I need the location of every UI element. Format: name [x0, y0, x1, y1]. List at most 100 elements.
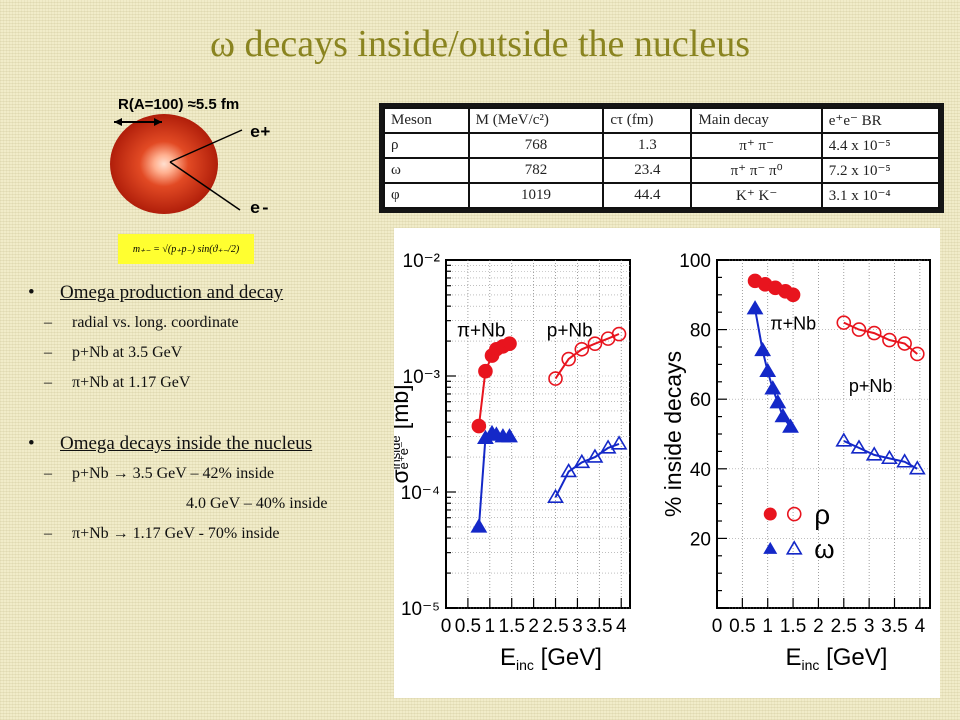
plot-panel: 10⁻² 10⁻³ 10⁻⁴ 10⁻⁵ 0 0.5 1 1.5 2 2.5 3 3.5 4 Einc [G… [387, 228, 940, 698]
x-axis-label: Einc [GeV] [786, 644, 888, 673]
legend-rho-open [786, 506, 802, 522]
rho-data-point [502, 336, 517, 351]
x-tick-label: 0.5 [729, 616, 755, 637]
table-header: Meson [383, 107, 470, 134]
omega-data-point [881, 449, 898, 465]
x-tick-label: 2 [813, 616, 824, 637]
table-header: cτ (fm) [602, 107, 693, 134]
rho-data-point [910, 346, 925, 362]
legend-rho-label: ρ [814, 499, 830, 530]
meson-table: Meson M (MeV/c²) cτ (fm) Main decay e⁺e⁻… [379, 103, 944, 213]
annotation-pi-nb: π+Nb [457, 320, 506, 341]
omega-data-point [560, 462, 578, 478]
table-row: φ 1019 44.4 K⁺ K⁻ 3.1 x 10⁻⁴ [383, 182, 941, 209]
x-axis-label: Einc [GeV] [500, 644, 602, 673]
rho-data-point [882, 332, 897, 348]
omega-data-point [759, 362, 777, 378]
plot-frame [445, 259, 631, 609]
y-tick-label: 10⁻⁵ [401, 599, 440, 620]
table-cell: ρ [383, 132, 470, 159]
rho-series-line [843, 321, 918, 355]
omega-data-point [764, 380, 782, 395]
invariant-mass-formula: m₊₋ = √(p₊p₋) sin(ϑ₊₋/2) [118, 234, 254, 264]
omega-data-point [610, 435, 628, 450]
omega-data-point [470, 518, 488, 533]
rho-data-point [785, 287, 801, 303]
bullet-omega-production: Omega production and decay [28, 282, 398, 304]
radius-label: R(A=100) ≈5.5 fm [118, 96, 240, 113]
x-tick-label: 3.5 [586, 616, 612, 637]
omega-data-point [547, 488, 564, 504]
y-axis-label: σinsidee⁺e⁻[mb] [394, 384, 413, 483]
x-tick-label: 2 [528, 616, 539, 637]
omega-data-point [769, 394, 787, 409]
table-cell: 44.4 [602, 182, 693, 209]
nucleus-diagram [110, 114, 243, 214]
x-tick-label: 3.5 [881, 616, 907, 637]
rho-data-point [471, 418, 487, 434]
y-tick-label: 10⁻² [403, 251, 441, 272]
x-tick-label: 4 [915, 616, 926, 637]
x-tick-label: 0 [712, 616, 723, 637]
legend-rho-filled [763, 507, 777, 521]
table-cell: 1.3 [602, 132, 693, 159]
x-tick-label: 3 [572, 616, 583, 637]
sub-bullet: p+Nb at 3.5 GeV [28, 344, 398, 362]
rho-data-point [836, 315, 852, 330]
table-cell: 782 [467, 157, 605, 184]
omega-data-point [850, 439, 868, 454]
omega-data-point [774, 408, 792, 423]
sub-bullet: π+Nb → 1.17 GeV - 70% inside [28, 525, 398, 543]
x-tick-label: 2.5 [831, 616, 857, 637]
omega-data-point [599, 439, 617, 454]
x-tick-label: 1 [762, 616, 773, 637]
omega-data-point [896, 453, 914, 468]
rho-data-point [611, 326, 627, 342]
rho-data-point [548, 371, 563, 386]
omega-data-point [754, 341, 772, 357]
table-header: M (MeV/c²) [467, 107, 605, 134]
rho-data-point [897, 336, 912, 351]
omega-data-point [908, 460, 926, 475]
bullet-omega-decays: Omega decays inside the nucleus [28, 430, 360, 457]
annotation-p-nb: p+Nb [849, 376, 893, 396]
annotation-pi-nb: π+Nb [770, 314, 816, 334]
x-tick-label: 4 [616, 616, 627, 637]
sub-bullet: π+Nb at 1.17 GeV [28, 374, 398, 392]
x-tick-label: 3 [864, 616, 875, 637]
x-tick-label: 1.5 [499, 616, 525, 637]
eminus-label: e- [250, 200, 271, 219]
table-cell: 3.1 x 10⁻⁴ [820, 182, 941, 209]
eplus-label: e+ [250, 124, 271, 143]
x-tick-label: 1 [485, 616, 496, 637]
table-cell: ω [383, 157, 470, 184]
table-header: Main decay [690, 107, 823, 134]
sub-bullet: radial vs. long. coordinate [28, 314, 398, 332]
x-tick-label: 0 [441, 616, 452, 637]
table-cell: π⁺ π⁻ π⁰ [690, 157, 823, 184]
x-tick-label: 1.5 [780, 616, 806, 637]
rho-data-point [866, 325, 882, 341]
bullet-list: Omega production and decay radial vs. lo… [28, 282, 398, 543]
rho-data-point [561, 351, 576, 367]
omega-data-point [586, 448, 604, 463]
table-row: ω 782 23.4 π⁺ π⁻ π⁰ 7.2 x 10⁻⁵ [383, 157, 941, 184]
rho-data-point [851, 322, 867, 337]
y-tick-label: 80 [690, 321, 711, 342]
y-tick-label: 10⁻³ [403, 367, 441, 388]
x-tick-label: 2.5 [542, 616, 568, 637]
sub-bullet: p+Nb → 3.5 GeV – 42% inside [28, 465, 398, 483]
table-header: e⁺e⁻ BR [820, 107, 941, 134]
y-tick-label: 100 [679, 251, 711, 272]
table-cell: 1019 [467, 182, 605, 209]
omega-data-point [865, 446, 883, 461]
annotation-p-nb: p+Nb [547, 320, 593, 341]
table-cell: 23.4 [602, 157, 693, 184]
nucleus-sphere [110, 114, 218, 214]
y-tick-label: 60 [690, 390, 711, 411]
omega-data-point [782, 418, 799, 433]
x-tick-label: 0.5 [455, 616, 481, 637]
y-axis-label: % inside decays [660, 351, 686, 517]
omega-data-point [573, 453, 591, 469]
